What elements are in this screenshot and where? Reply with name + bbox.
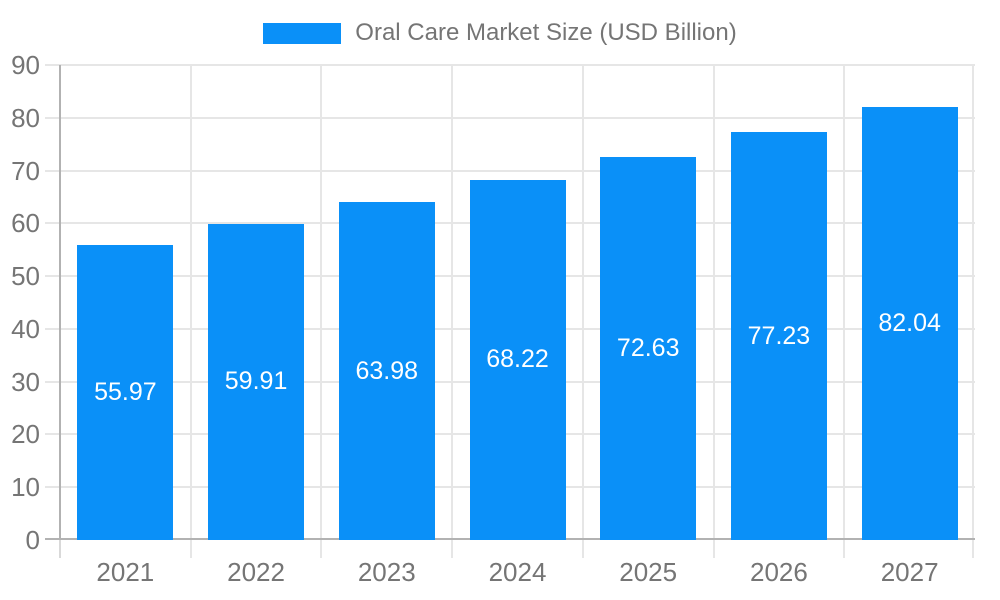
x-gridline [189, 65, 192, 558]
legend-label: Oral Care Market Size (USD Billion) [355, 19, 737, 46]
y-axis-tick-label: 10 [11, 472, 40, 503]
y-axis-line [59, 65, 61, 540]
y-axis-tick-label: 70 [11, 155, 40, 186]
x-gridline [843, 65, 846, 558]
bar-2023[interactable]: 63.98 [338, 202, 435, 540]
bar-2022[interactable]: 59.91 [208, 223, 305, 540]
legend-swatch [263, 22, 342, 44]
x-gridline [451, 65, 454, 558]
bar-value-label: 68.22 [486, 345, 549, 374]
x-axis-label: 2027 [880, 557, 939, 587]
x-axis-label: 2024 [488, 557, 547, 587]
y-axis-tick-label: 0 [25, 525, 40, 555]
x-axis-label: 2026 [749, 557, 808, 587]
x-axis-label: 2023 [357, 557, 416, 587]
bar-2026[interactable]: 77.23 [730, 132, 827, 540]
bar-value-label: 55.97 [94, 377, 157, 406]
y-gridline [45, 116, 975, 119]
bar-2025[interactable]: 72.63 [600, 156, 697, 540]
bar-value-label: 63.98 [355, 356, 419, 385]
bar-value-label: 59.91 [224, 367, 288, 396]
legend[interactable]: Oral Care Market Size (USD Billion) [0, 20, 1000, 46]
y-axis-tick-label: 30 [11, 366, 40, 397]
x-gridline [972, 65, 974, 558]
y-gridline [45, 64, 975, 66]
y-gridline [45, 169, 975, 172]
y-axis-tick-label: 80 [11, 102, 40, 133]
y-axis-tick-label: 50 [11, 261, 40, 292]
bar-2027[interactable]: 82.04 [861, 107, 958, 540]
x-axis-label: 2021 [96, 557, 155, 587]
y-axis-tick-label: 90 [11, 50, 40, 80]
y-axis-tick-label: 20 [11, 419, 40, 450]
x-gridline [712, 65, 715, 558]
bar-value-label: 72.63 [616, 333, 680, 362]
y-axis-tick-label: 40 [11, 313, 40, 344]
bar-2021[interactable]: 55.97 [77, 244, 174, 540]
bar-value-label: 82.04 [878, 309, 941, 337]
x-gridline [581, 65, 584, 558]
bar-value-label: 77.23 [747, 321, 811, 350]
y-axis-tick-label: 60 [11, 208, 40, 239]
y-axis-tick [59, 540, 61, 558]
bar-2024[interactable]: 68.22 [469, 179, 566, 540]
x-gridline [320, 65, 323, 558]
x-axis-label: 2025 [619, 557, 678, 587]
x-axis-label: 2022 [227, 557, 285, 587]
plot-area: 55.97 2021 59.91 2022 63.98 2023 68.22 2024 72.6… [45, 64, 975, 587]
